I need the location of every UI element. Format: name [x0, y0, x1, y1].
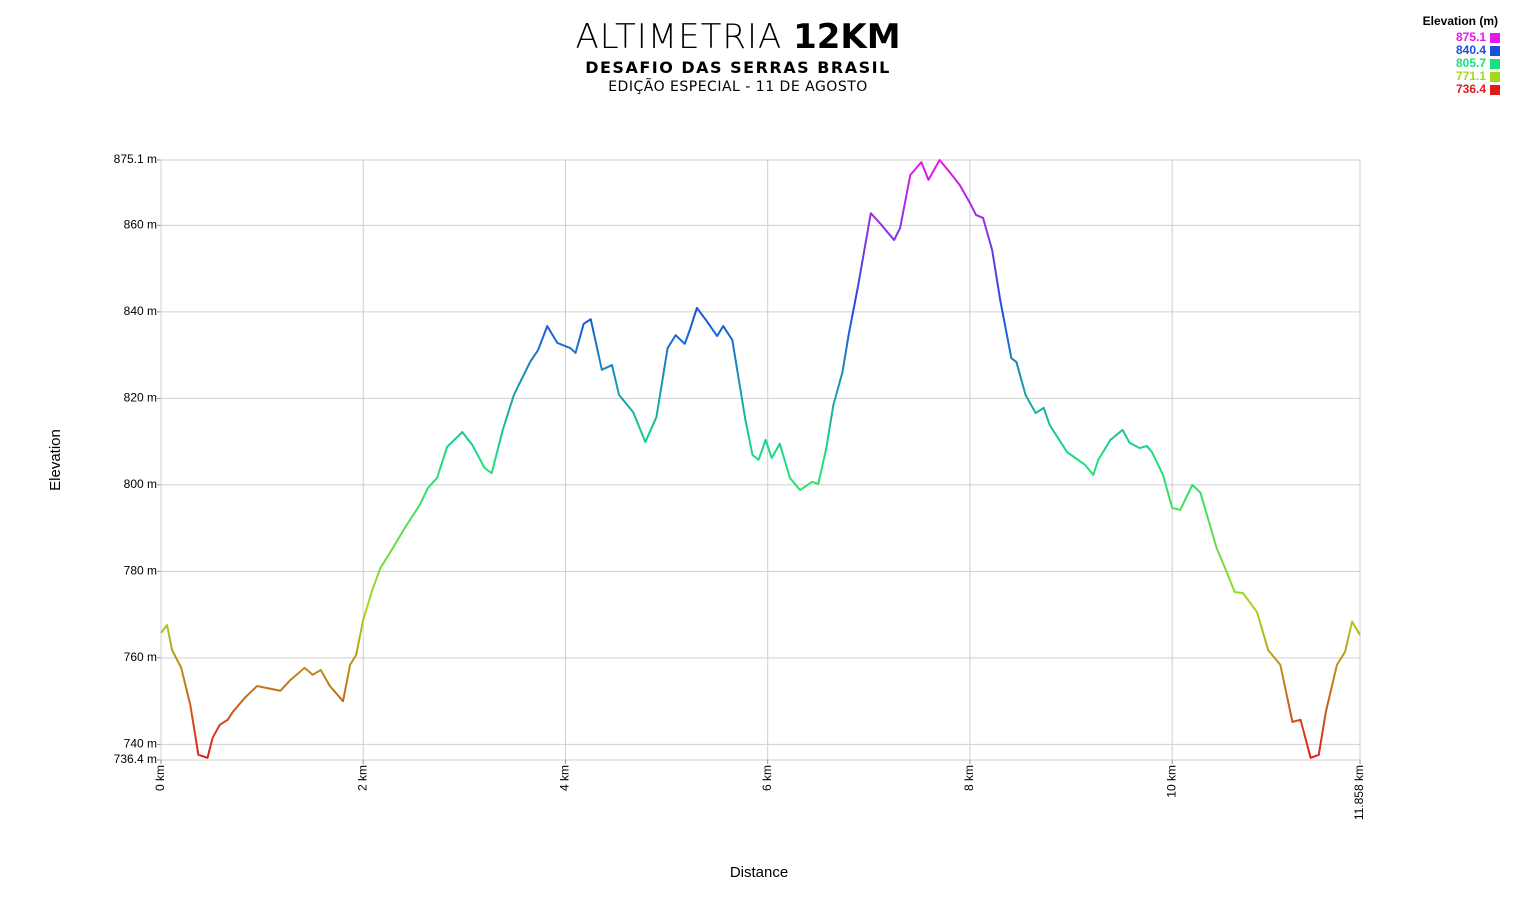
x-tick-label: 4 km [558, 765, 572, 791]
y-tick-label: 860 m [124, 217, 157, 231]
chart-title: ALTIMETRIA 12KM [575, 17, 900, 57]
x-tick-label: 6 km [760, 765, 774, 791]
legend-label: 771.1 [1456, 69, 1486, 83]
chart-subtitle: DESAFIO DAS SERRAS BRASIL [585, 58, 891, 77]
x-tick-label: 11.858 km [1352, 765, 1366, 820]
y-axis-label: Elevation [47, 429, 64, 491]
x-tick-label: 2 km [355, 765, 369, 791]
y-tick-label: 760 m [124, 650, 157, 664]
x-axis-label: Distance [730, 864, 788, 881]
y-tick-label: 736.4 m [114, 752, 157, 766]
y-tick-label: 740 m [124, 737, 157, 751]
legend-swatch [1490, 85, 1500, 95]
x-tick-label: 8 km [962, 765, 976, 791]
y-tick-label: 840 m [124, 304, 157, 318]
y-tick-label: 820 m [124, 391, 157, 405]
legend-swatch [1490, 59, 1500, 69]
y-tick-label: 780 m [124, 564, 157, 578]
y-tick-label: 800 m [124, 477, 157, 491]
legend-title: Elevation (m) [1423, 14, 1498, 28]
legend-label: 840.4 [1456, 43, 1486, 57]
legend-swatch [1490, 72, 1500, 82]
legend-label: 875.1 [1456, 30, 1486, 44]
legend-label: 736.4 [1456, 82, 1486, 96]
chart-caption: EDIÇÃO ESPECIAL - 11 DE AGOSTO [608, 78, 868, 95]
y-tick-label: 875.1 m [114, 152, 157, 166]
x-tick-label: 10 km [1164, 765, 1178, 798]
legend-swatch [1490, 46, 1500, 56]
elevation-line [160, 159, 1361, 759]
legend-label: 805.7 [1456, 56, 1486, 70]
x-tick-label: 0 km [153, 765, 167, 791]
legend-swatch [1490, 33, 1500, 43]
title-light: ALTIMETRIA [575, 17, 782, 57]
title-bold: 12KM [793, 17, 901, 57]
